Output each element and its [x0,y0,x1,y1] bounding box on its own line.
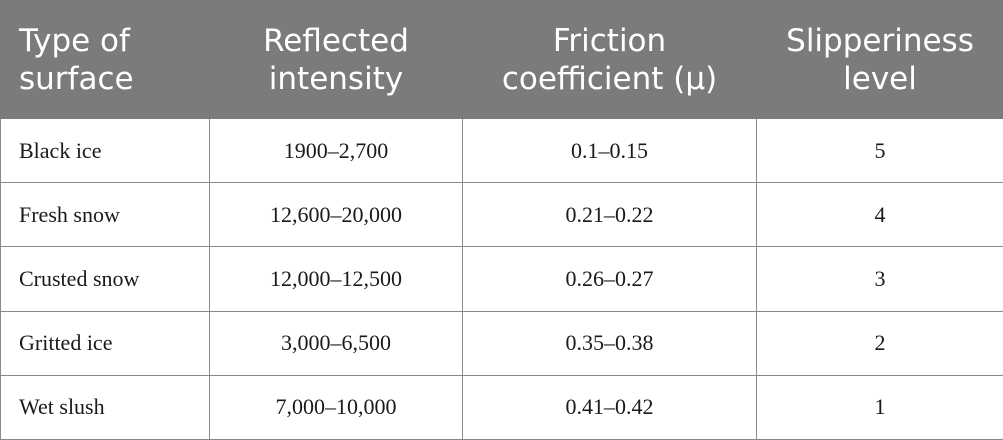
cell-reflected-intensity: 1900–2,700 [209,117,463,184]
table-row: Fresh snow 12,600–20,000 0.21–0.22 4 [0,182,1003,248]
cell-slipperiness-level: 1 [756,374,1003,440]
cell-reflected-intensity: 7,000–10,000 [209,374,463,440]
cell-reflected-intensity: 3,000–6,500 [209,310,463,376]
header-friction-coefficient: Friction coefficient (μ) [462,0,757,119]
table-header: Type of surface Reflected intensity Fric… [0,0,1003,119]
cell-surface: Wet slush [0,374,210,440]
cell-friction-coefficient: 0.1–0.15 [462,117,757,184]
header-row: Type of surface Reflected intensity Fric… [0,0,1003,119]
cell-reflected-intensity: 12,000–12,500 [209,246,463,312]
cell-slipperiness-level: 3 [756,246,1003,312]
cell-slipperiness-level: 2 [756,310,1003,376]
table-body: Black ice 1900–2,700 0.1–0.15 5 Fresh sn… [0,117,1003,440]
header-reflected-intensity: Reflected intensity [209,0,463,119]
cell-friction-coefficient: 0.41–0.42 [462,374,757,440]
cell-surface: Gritted ice [0,310,210,376]
header-type-of-surface: Type of surface [0,0,210,119]
cell-friction-coefficient: 0.26–0.27 [462,246,757,312]
table-row: Crusted snow 12,000–12,500 0.26–0.27 3 [0,246,1003,312]
cell-friction-coefficient: 0.21–0.22 [462,182,757,248]
cell-reflected-intensity: 12,600–20,000 [209,182,463,248]
cell-slipperiness-level: 5 [756,117,1003,184]
cell-slipperiness-level: 4 [756,182,1003,248]
table-row: Wet slush 7,000–10,000 0.41–0.42 1 [0,374,1003,440]
cell-surface: Fresh snow [0,182,210,248]
table-row: Black ice 1900–2,700 0.1–0.15 5 [0,117,1003,184]
table-row: Gritted ice 3,000–6,500 0.35–0.38 2 [0,310,1003,376]
cell-friction-coefficient: 0.35–0.38 [462,310,757,376]
cell-surface: Crusted snow [0,246,210,312]
cell-surface: Black ice [0,117,210,184]
header-slipperiness-level: Slipperiness level [756,0,1003,119]
